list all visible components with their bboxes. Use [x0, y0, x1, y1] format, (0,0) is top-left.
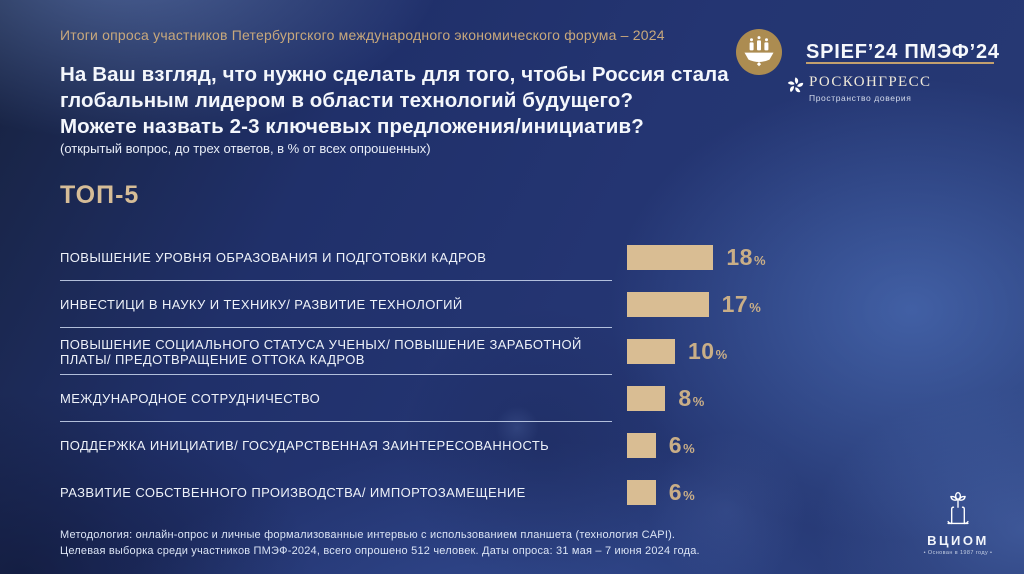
bar	[627, 245, 714, 270]
vciom-tree-icon	[942, 491, 974, 527]
category-label: ПОВЫШЕНИЕ УРОВНЯ ОБРАЗОВАНИЯ И ПОДГОТОВК…	[60, 250, 487, 265]
percent-sign: %	[683, 488, 695, 503]
bar	[627, 292, 709, 317]
bar	[627, 339, 675, 364]
bar-area: 6%	[627, 479, 695, 506]
top5-heading: ТОП-5	[60, 181, 140, 209]
spief-wordmark: SPIEF’24 ПМЭФ’24	[806, 41, 1000, 63]
spief-ship-emblem-icon	[736, 29, 782, 75]
kicker: Итоги опроса участников Петербургского м…	[60, 27, 665, 43]
category-label: ПОДДЕРЖКА ИНИЦИАТИВ/ ГОСУДАРСТВЕННАЯ ЗАИ…	[60, 438, 550, 453]
percent-sign: %	[753, 253, 766, 268]
roscongress-block: РОСКОНГРЕСС Пространство доверия	[786, 74, 931, 103]
value-label: 6%	[669, 479, 695, 506]
bar	[627, 386, 666, 411]
vciom-wordmark: ВЦИОМ	[927, 533, 989, 548]
value-number: 6	[668, 432, 683, 458]
vciom-tagline: • Основан в 1987 году •	[923, 550, 993, 556]
bar-area: 6%	[627, 432, 695, 459]
methodology-note: Методология: онлайн-опрос и личные форма…	[60, 528, 700, 559]
bar	[627, 433, 656, 458]
question-line-3: Можете назвать 2-3 ключевых предложения/…	[60, 115, 644, 138]
category-label: ПОВЫШЕНИЕ СОЦИАЛЬНОГО СТАТУСА УЧЕНЫХ/ ПО…	[60, 336, 582, 367]
value-number: 17	[721, 291, 749, 317]
methodology-line-2: Целевая выборка среди участников ПМЭФ-20…	[60, 544, 700, 557]
value-number: 8	[678, 385, 692, 411]
value-label: 6%	[669, 432, 695, 459]
roscongress-pinwheel-icon	[786, 76, 805, 95]
value-label: 18%	[726, 244, 765, 271]
percent-sign: %	[692, 394, 705, 409]
bar	[627, 480, 656, 505]
chart-row: ПОВЫШЕНИЕ СОЦИАЛЬНОГО СТАТУСА УЧЕНЫХ/ ПО…	[60, 328, 800, 375]
chart-row: ИНВЕСТИЦИ В НАУКУ И ТЕХНИКУ/ РАЗВИТИЕ ТЕ…	[60, 281, 800, 328]
percent-sign: %	[749, 300, 761, 315]
category-label: ИНВЕСТИЦИ В НАУКУ И ТЕХНИКУ/ РАЗВИТИЕ ТЕ…	[60, 297, 463, 312]
brand-block: SPIEF’24 ПМЭФ’24 РОСКОНГРЕСС Пространств…	[736, 29, 1000, 107]
category-label: РАЗВИТИЕ СОБСТВЕННОГО ПРОИЗВОДСТВА/ ИМПО…	[60, 485, 526, 500]
chart-row: МЕЖДУНАРОДНОЕ СОТРУДНИЧЕСТВО 8%	[60, 375, 800, 422]
value-number: 10	[688, 338, 715, 364]
bar-area: 10%	[627, 338, 727, 365]
question-title: На Ваш взгляд, что нужно сделать для тог…	[60, 62, 729, 140]
percent-sign: %	[683, 441, 695, 456]
roscongress-tagline: Пространство доверия	[809, 93, 912, 103]
value-label: 8%	[678, 385, 704, 412]
question-line-1: На Ваш взгляд, что нужно сделать для тог…	[60, 63, 729, 86]
roscongress-wordmark: РОСКОНГРЕСС	[809, 74, 932, 90]
bar-area: 18%	[627, 244, 766, 271]
value-number: 6	[668, 479, 683, 505]
value-label: 10%	[688, 338, 727, 365]
value-label: 17%	[722, 291, 761, 318]
bar-area: 17%	[627, 291, 761, 318]
value-number: 18	[726, 244, 753, 270]
percent-sign: %	[715, 347, 728, 362]
chart-row: ПОДДЕРЖКА ИНИЦИАТИВ/ ГОСУДАРСТВЕННАЯ ЗАИ…	[60, 422, 800, 469]
chart-row: ПОВЫШЕНИЕ УРОВНЯ ОБРАЗОВАНИЯ И ПОДГОТОВК…	[60, 234, 800, 281]
roscongress-text: РОСКОНГРЕСС Пространство доверия	[809, 74, 931, 103]
vciom-logo: ВЦИОМ • Основан в 1987 году •	[916, 491, 1000, 556]
bar-area: 8%	[627, 385, 704, 412]
question-line-2: глобальным лидером в области технологий …	[60, 89, 634, 112]
bar-chart: ПОВЫШЕНИЕ УРОВНЯ ОБРАЗОВАНИЯ И ПОДГОТОВК…	[60, 234, 800, 516]
methodology-line-1: Методология: онлайн-опрос и личные форма…	[60, 529, 676, 541]
gold-divider	[806, 62, 994, 64]
chart-row: РАЗВИТИЕ СОБСТВЕННОГО ПРОИЗВОДСТВА/ ИМПО…	[60, 469, 800, 516]
question-note: (открытый вопрос, до трех ответов, в % о…	[60, 141, 431, 156]
category-label: МЕЖДУНАРОДНОЕ СОТРУДНИЧЕСТВО	[60, 391, 321, 406]
